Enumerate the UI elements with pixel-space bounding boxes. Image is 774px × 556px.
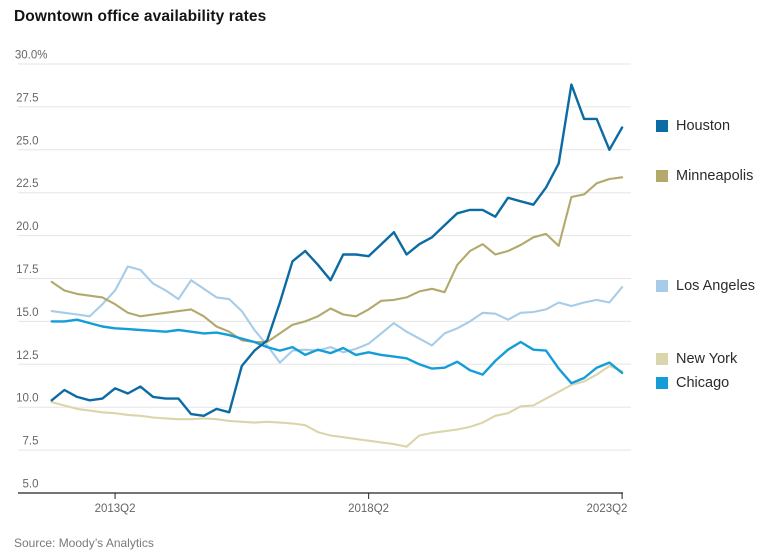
y-tick-label: 15.0 xyxy=(16,307,38,319)
x-axis-ticks: 2013Q2 2018Q2 2023Q2 xyxy=(95,493,628,515)
y-tick-label: 12.5 xyxy=(16,350,38,362)
gridlines xyxy=(18,63,631,494)
x-tick-label: 2018Q2 xyxy=(348,503,389,515)
y-tick-label: 17.5 xyxy=(16,264,38,276)
y-axis-labels: 30.0% 27.5 25.0 22.5 20.0 17.5 15.0 12.5 10.0 7.5… xyxy=(15,50,48,491)
y-tick-label: 30.0% xyxy=(15,50,48,62)
line-new-york xyxy=(50,364,624,448)
line-chicago xyxy=(50,318,624,385)
y-tick-label: 22.5 xyxy=(16,178,38,190)
y-tick-label: 5.0 xyxy=(23,479,39,491)
line-houston xyxy=(50,83,624,417)
x-tick-label: 2023Q2 xyxy=(587,503,628,515)
x-tick-label: 2013Q2 xyxy=(95,503,136,515)
y-tick-label: 20.0 xyxy=(16,221,38,233)
y-tick-label: 25.0 xyxy=(16,135,38,147)
chart-title: Downtown office availability rates xyxy=(14,8,267,25)
y-tick-label: 7.5 xyxy=(23,436,39,448)
line-minneapolis xyxy=(50,176,624,344)
y-tick-label: 27.5 xyxy=(16,92,38,104)
y-tick-label: 10.0 xyxy=(16,393,38,405)
source-attribution: Source: Moody’s Analytics xyxy=(14,536,154,550)
